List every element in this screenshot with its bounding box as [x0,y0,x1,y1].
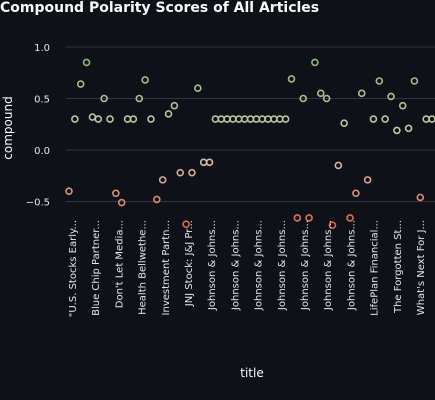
data-point[interactable] [340,119,348,128]
y-tick-label: 0.5 [34,95,50,106]
x-tick-label: Don't Let Media... [114,220,125,308]
x-tick-label: Johnson & Johns... [207,220,218,311]
data-point[interactable] [176,168,185,177]
data-point[interactable] [311,58,319,67]
data-point[interactable] [281,115,290,123]
data-point[interactable] [375,77,384,85]
data-point[interactable] [299,94,307,103]
data-points [65,58,435,229]
x-tick-label: LifePlan Financial... [370,220,381,316]
data-point[interactable] [393,126,401,135]
data-point[interactable] [100,94,108,103]
data-point[interactable] [158,176,167,184]
data-point[interactable] [71,115,79,123]
x-tick-label: Johnson & Johns... [254,220,265,311]
data-point[interactable] [135,94,144,103]
data-point[interactable] [205,158,214,167]
data-point[interactable] [428,115,435,123]
data-point[interactable] [153,195,161,204]
x-axis-ticks: "U.S. Stocks Early... Blue Chip Partner..… [68,220,427,317]
data-point[interactable] [363,176,372,184]
data-point[interactable] [398,101,407,110]
data-point[interactable] [129,115,138,123]
y-axis-ticks: 1.0 0.5 0.0 −0.5 [26,43,50,209]
data-point[interactable] [182,220,190,228]
x-tick-label: What's Next For J... [416,220,427,315]
y-tick-label: −0.5 [26,198,50,209]
x-tick-label: JNJ Stock: J&J Pr... [184,220,195,307]
data-point[interactable] [322,94,331,103]
data-point[interactable] [416,193,425,202]
data-point[interactable] [188,168,196,177]
x-tick-label: "U.S. Stocks Early... [68,220,79,317]
data-point[interactable] [305,214,313,222]
data-point[interactable] [352,189,360,198]
x-tick-label: Blue Chip Partner... [91,220,102,316]
data-point[interactable] [404,124,413,133]
x-tick-label: Johnson & Johns... [277,220,288,311]
data-point[interactable] [76,80,85,88]
x-tick-label: The Forgotten St... [393,220,404,314]
x-tick-label: Johnson & Johns... [346,220,357,311]
data-point[interactable] [164,110,173,118]
data-point[interactable] [328,221,337,229]
y-axis-title: compound [1,96,15,159]
x-tick-label: Health Bellwethe... [138,220,149,315]
data-point[interactable] [65,187,73,195]
data-point[interactable] [170,101,179,110]
y-tick-label: 0.0 [34,146,50,157]
data-point[interactable] [387,92,395,101]
data-point[interactable] [94,115,103,123]
chart-title: Compound Polarity Scores of All Articles [0,0,320,16]
data-point[interactable] [410,77,419,85]
data-point[interactable] [82,58,91,67]
data-point[interactable] [112,189,120,198]
x-axis-title: title [240,366,263,380]
data-point[interactable] [346,214,354,222]
data-point[interactable] [117,198,126,207]
x-tick-label: Johnson & Johns... [300,220,311,311]
data-point[interactable] [141,76,149,84]
data-point[interactable] [194,84,202,92]
data-point[interactable] [293,214,302,222]
data-point[interactable] [316,89,325,98]
data-point[interactable] [381,115,389,123]
data-point[interactable] [106,115,114,123]
y-tick-label: 1.0 [34,43,50,54]
data-point[interactable] [147,115,155,123]
x-tick-label: Johnson & Johns... [230,220,241,311]
data-point[interactable] [334,161,343,170]
data-point[interactable] [369,115,378,123]
x-tick-label: Investment Partn... [161,220,172,315]
data-point[interactable] [287,75,296,83]
data-point[interactable] [357,89,366,98]
gridlines [66,46,435,202]
x-tick-label: Johnson & Johns... [323,220,334,311]
